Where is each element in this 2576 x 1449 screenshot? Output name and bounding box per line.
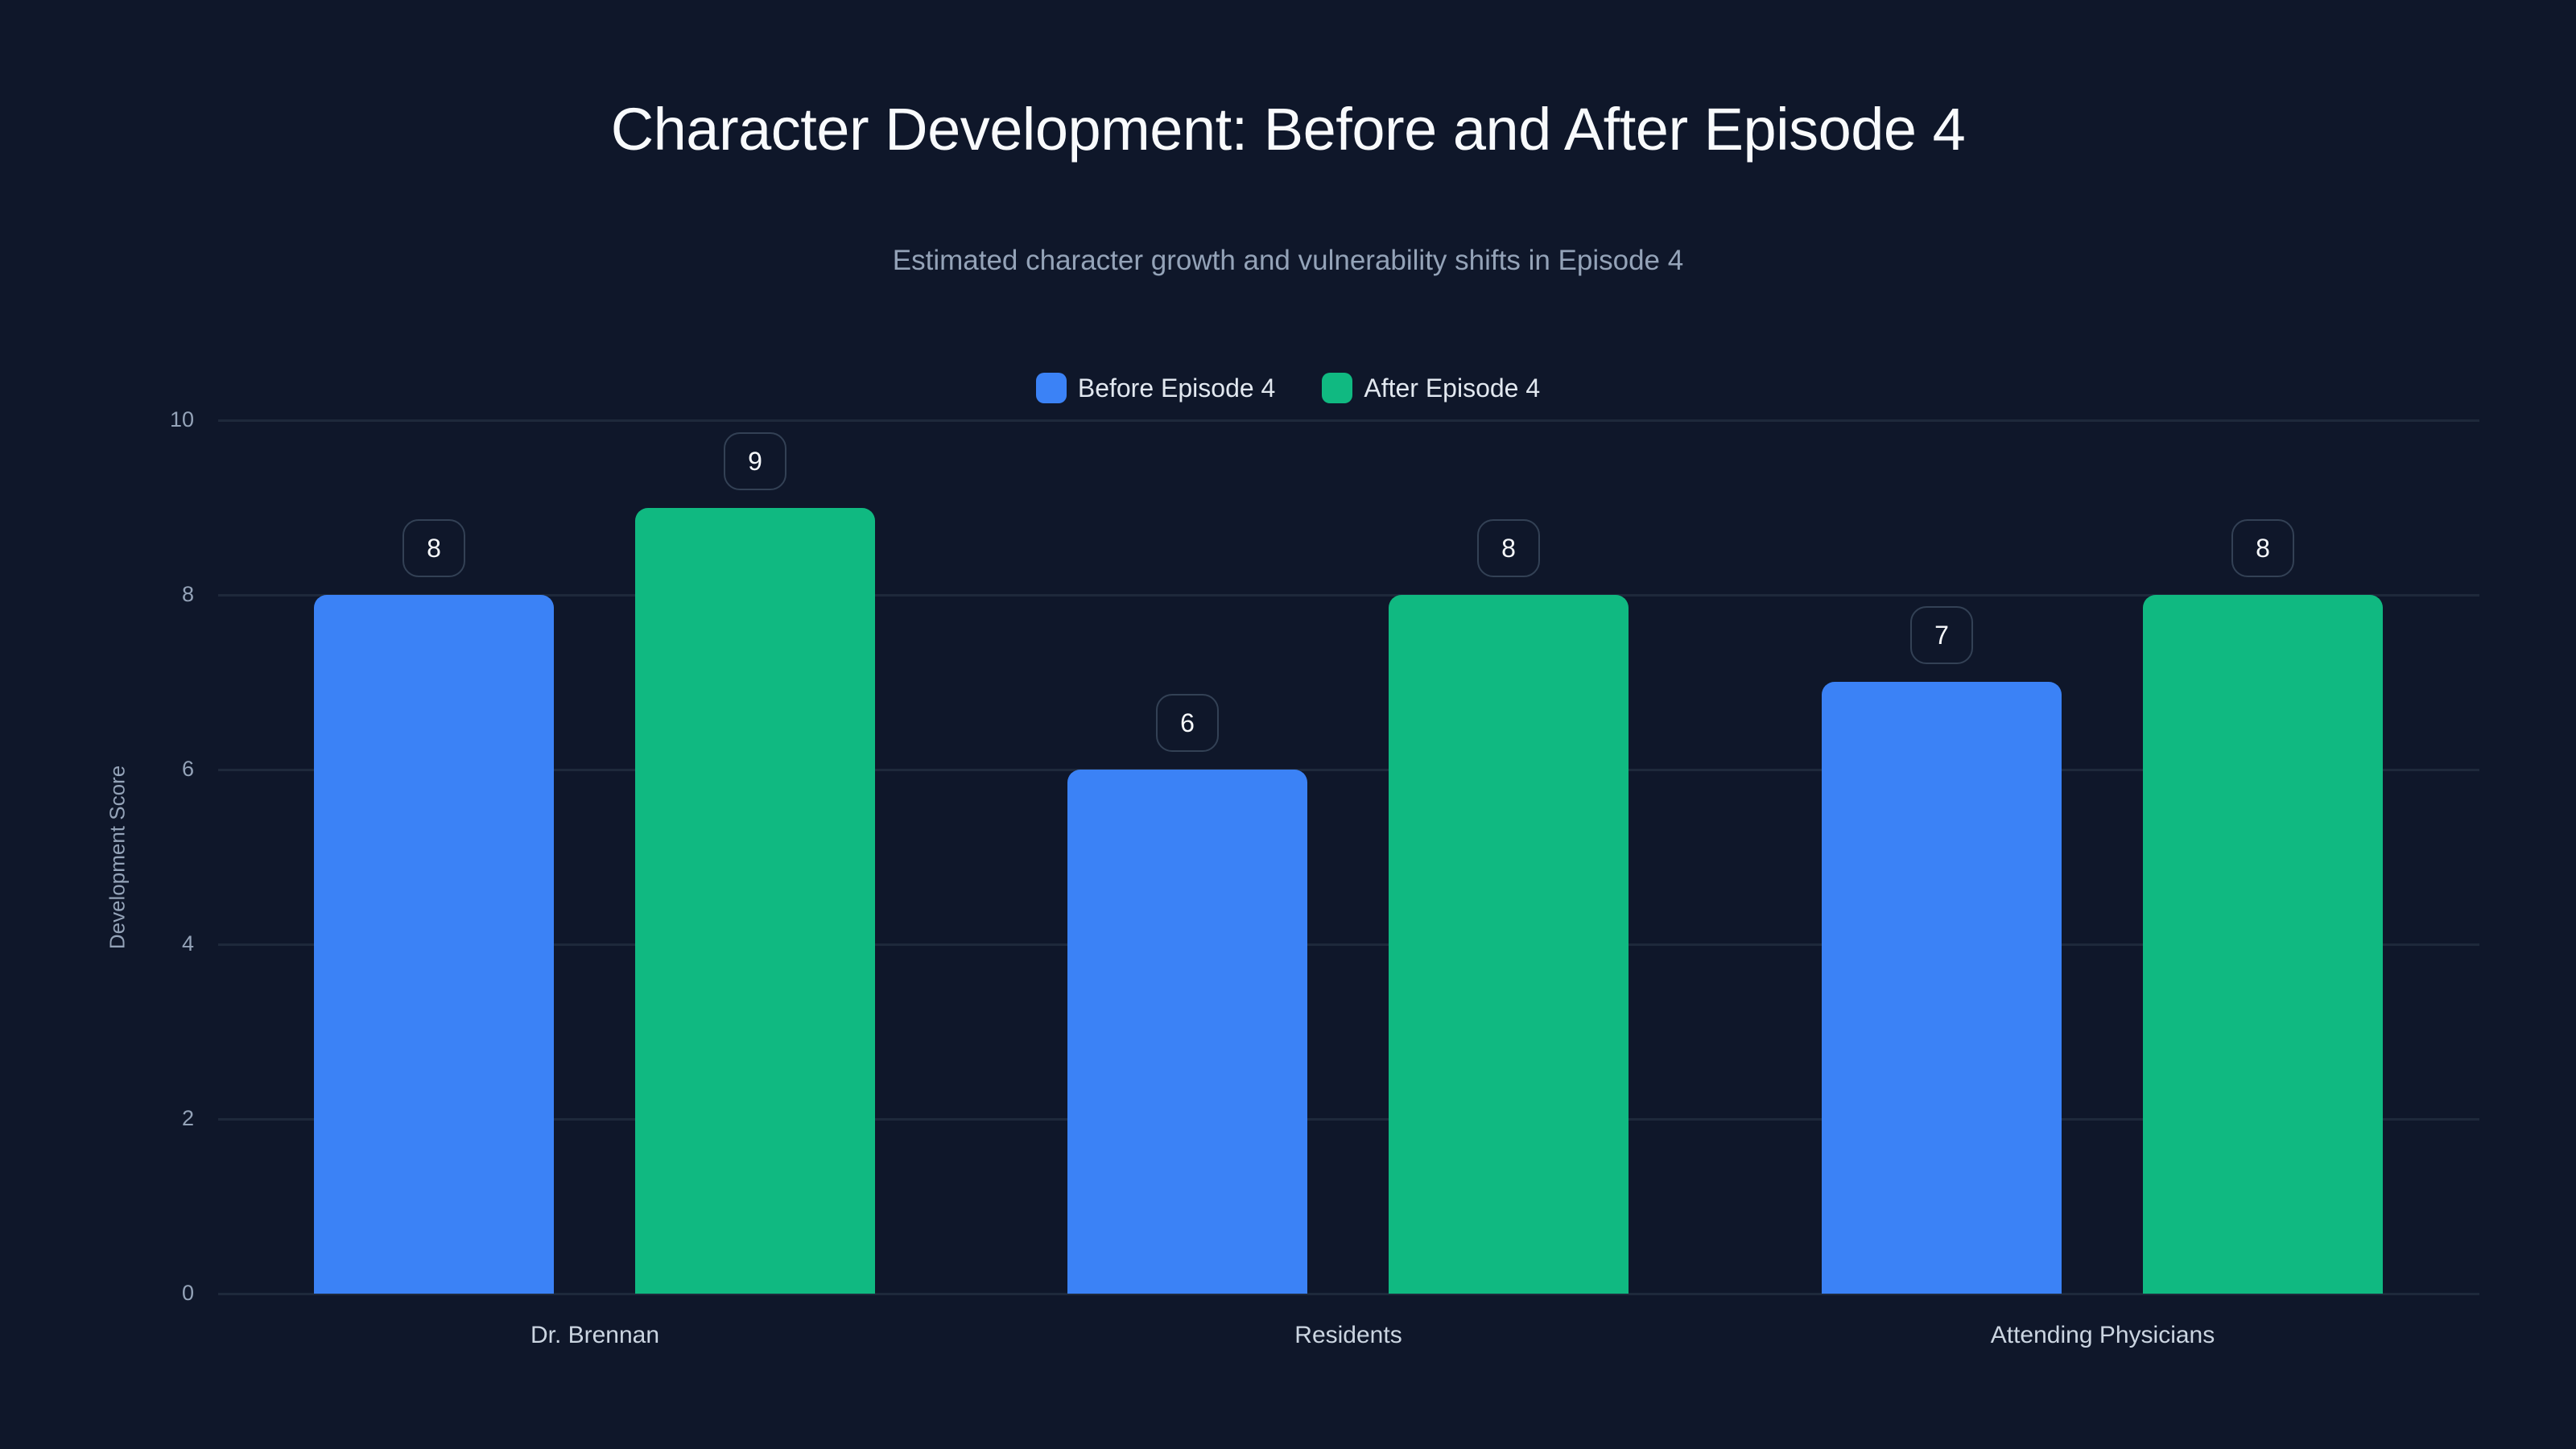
- bar-dr-brennan-before[interactable]: [314, 595, 554, 1294]
- x-label-dr-brennan: Dr. Brennan: [530, 1322, 660, 1348]
- bar-residents-after[interactable]: [1389, 595, 1629, 1294]
- y-tick-6: 6: [181, 757, 194, 781]
- x-label-residents: Residents: [1294, 1322, 1402, 1348]
- legend-swatch-before: [1035, 373, 1067, 403]
- legend-swatch-after: [1322, 373, 1353, 403]
- legend-item-before[interactable]: Before Episode 4: [1035, 373, 1276, 403]
- y-tick-10: 10: [169, 407, 194, 431]
- x-label-attending-physicians: Attending Physicians: [1990, 1322, 2215, 1348]
- value-label-residents-before: 6: [1156, 694, 1219, 752]
- gridline-10: [218, 419, 2479, 422]
- legend-label-after: After Episode 4: [1364, 373, 1541, 402]
- bar-residents-before[interactable]: [1067, 770, 1307, 1294]
- chart-title: Character Development: Before and After …: [610, 96, 1966, 163]
- bar-attending-physicians-before[interactable]: [1822, 682, 2062, 1294]
- y-tick-2: 2: [181, 1106, 194, 1130]
- value-label-attending-physicians-after: 8: [2231, 519, 2294, 577]
- y-tick-0: 0: [181, 1281, 194, 1305]
- y-tick-4: 4: [181, 931, 194, 956]
- legend-item-after[interactable]: After Episode 4: [1322, 373, 1540, 403]
- y-tick-8: 8: [181, 582, 194, 606]
- value-label-dr-brennan-after: 9: [724, 432, 786, 490]
- gridline-8: [218, 594, 2479, 597]
- gridline-4: [218, 943, 2479, 946]
- value-label-attending-physicians-before: 7: [1910, 606, 1973, 664]
- bar-dr-brennan-after[interactable]: [635, 508, 875, 1294]
- chart-subtitle: Estimated character growth and vulnerabi…: [892, 245, 1684, 276]
- gridline-0: [218, 1293, 2479, 1295]
- bar-attending-physicians-after[interactable]: [2143, 595, 2383, 1294]
- gridline-6: [218, 769, 2479, 771]
- gridline-2: [218, 1118, 2479, 1121]
- legend: Before Episode 4 After Episode 4: [0, 373, 2576, 403]
- value-label-residents-after: 8: [1477, 519, 1540, 577]
- plot-area: 10 8 6 4 2 0 8 9 6 8 7 8: [170, 407, 2479, 1305]
- value-label-dr-brennan-before: 8: [402, 519, 465, 577]
- legend-label-before: Before Episode 4: [1077, 373, 1276, 402]
- y-axis-title: Development Score: [105, 765, 130, 950]
